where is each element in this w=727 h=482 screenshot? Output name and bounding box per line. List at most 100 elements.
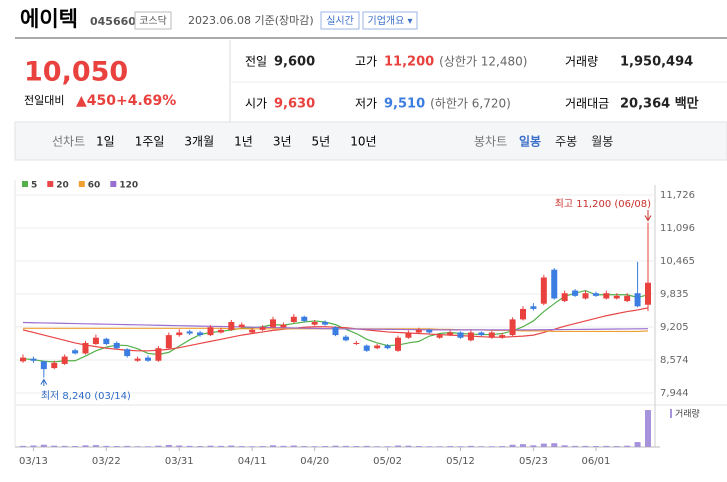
candle-body <box>61 356 68 364</box>
overview[interactable]: 기업개요 ▾ <box>368 14 413 27</box>
y-tick-label: 7,944 <box>660 388 689 399</box>
volume-bar <box>113 446 120 447</box>
x-tick-label: 04/20 <box>300 456 329 467</box>
change: ▲450 <box>76 93 116 109</box>
candle-body <box>572 290 579 296</box>
tab[interactable]: 5년 <box>312 135 331 149</box>
candle-body <box>217 329 224 333</box>
x-tick-label: 05/12 <box>446 456 475 467</box>
candle-body <box>478 332 485 336</box>
candle-body <box>395 337 401 351</box>
tab[interactable]: 10년 <box>350 135 376 149</box>
legend-label: 20 <box>56 181 69 191</box>
tab[interactable]: 1주일 <box>135 135 165 149</box>
volume-bar <box>72 446 79 447</box>
candle-body <box>259 327 266 330</box>
volume-bar <box>165 444 172 447</box>
volume-bar <box>374 446 381 447</box>
info-value: 9,630 <box>274 97 315 112</box>
volume-bar <box>447 446 454 447</box>
volume-bar <box>634 442 641 447</box>
volume-bar <box>20 445 26 447</box>
realtime-btn[interactable] <box>320 11 360 30</box>
volume-bar <box>51 445 58 447</box>
candle-body <box>124 349 131 357</box>
volume-bar <box>395 445 401 447</box>
volume-bar <box>561 445 568 447</box>
candle-body <box>197 332 204 336</box>
candle-body <box>436 335 443 338</box>
candle-body <box>561 293 568 302</box>
candle-body <box>363 345 370 351</box>
info-value: 20,364 백만 <box>620 96 699 112</box>
candle-body <box>582 293 589 299</box>
candle-body <box>374 345 381 349</box>
volume-bar <box>92 445 99 447</box>
volume-bar <box>82 445 89 447</box>
candle-body <box>20 357 26 362</box>
volume-bar <box>530 445 537 447</box>
x-tick-label: 05/02 <box>373 456 402 467</box>
volume-bar <box>342 445 349 447</box>
tab[interactable]: 월봉 <box>591 135 613 149</box>
volume-bar <box>405 445 412 447</box>
high-arrow <box>644 210 652 222</box>
candle-body <box>457 332 464 338</box>
x-tick-label: 04/11 <box>238 456 267 467</box>
candle-body <box>280 324 287 328</box>
volume-bar <box>270 445 276 447</box>
volume-bar <box>145 446 151 447</box>
candle-body <box>207 327 214 336</box>
stock-code: 045660 <box>90 15 136 28</box>
y-tick-label: 11,096 <box>660 223 695 234</box>
tab[interactable]: 3년 <box>273 135 292 149</box>
x-tick-label: 03/22 <box>92 456 121 467</box>
legend-swatch <box>47 181 54 187</box>
low-arrow <box>40 378 48 386</box>
volume-bar <box>40 444 47 447</box>
overview-btn[interactable] <box>362 11 418 30</box>
candle-body <box>342 336 349 341</box>
volume-bar <box>301 446 308 447</box>
candle-body <box>155 348 162 361</box>
tab-label: 봉차트 <box>474 135 507 149</box>
volume-bar <box>228 445 235 447</box>
legend-swatch <box>78 181 85 187</box>
tab[interactable]: 1일 <box>96 135 115 149</box>
volume-bar <box>613 446 620 447</box>
tab[interactable]: 주봉 <box>555 135 577 149</box>
volume-bar <box>103 445 110 447</box>
candle-body <box>103 338 110 344</box>
y-tick-label: 8,574 <box>660 355 689 366</box>
tab[interactable]: 일봉 <box>519 135 541 149</box>
volume-bar <box>134 446 141 447</box>
legend-label: 60 <box>88 181 101 191</box>
tab[interactable]: 3개월 <box>184 135 214 149</box>
y-tick-label: 9,835 <box>660 289 689 300</box>
info-value: 11,200 <box>384 55 434 70</box>
legend-swatch <box>22 181 28 187</box>
volume-bar <box>384 446 391 447</box>
volume-bar <box>30 445 37 447</box>
candle-body <box>426 329 433 333</box>
x-tick-label: 03/13 <box>19 456 48 467</box>
candle-body <box>322 322 329 325</box>
tab[interactable]: 1년 <box>234 135 253 149</box>
volume-bar <box>582 445 589 447</box>
candle-body <box>30 358 37 361</box>
stock-name: 에이텍 <box>20 7 78 31</box>
volume-bar <box>467 445 474 447</box>
volume-bar <box>311 446 318 447</box>
info-label: 거래대금 <box>565 97 609 111</box>
volume-bar <box>280 445 287 447</box>
volume-bar <box>332 445 339 447</box>
candle-body <box>551 269 558 299</box>
volume-bar <box>322 446 329 447</box>
realtime[interactable]: 실시간 <box>326 15 354 27</box>
change-label: 전일대비 <box>24 93 64 107</box>
info-label: 전일 <box>245 55 267 69</box>
volume-bar <box>197 446 204 447</box>
volume-bar <box>572 445 579 447</box>
y-tick-label: 9,205 <box>660 322 689 333</box>
candle-body <box>415 329 422 333</box>
